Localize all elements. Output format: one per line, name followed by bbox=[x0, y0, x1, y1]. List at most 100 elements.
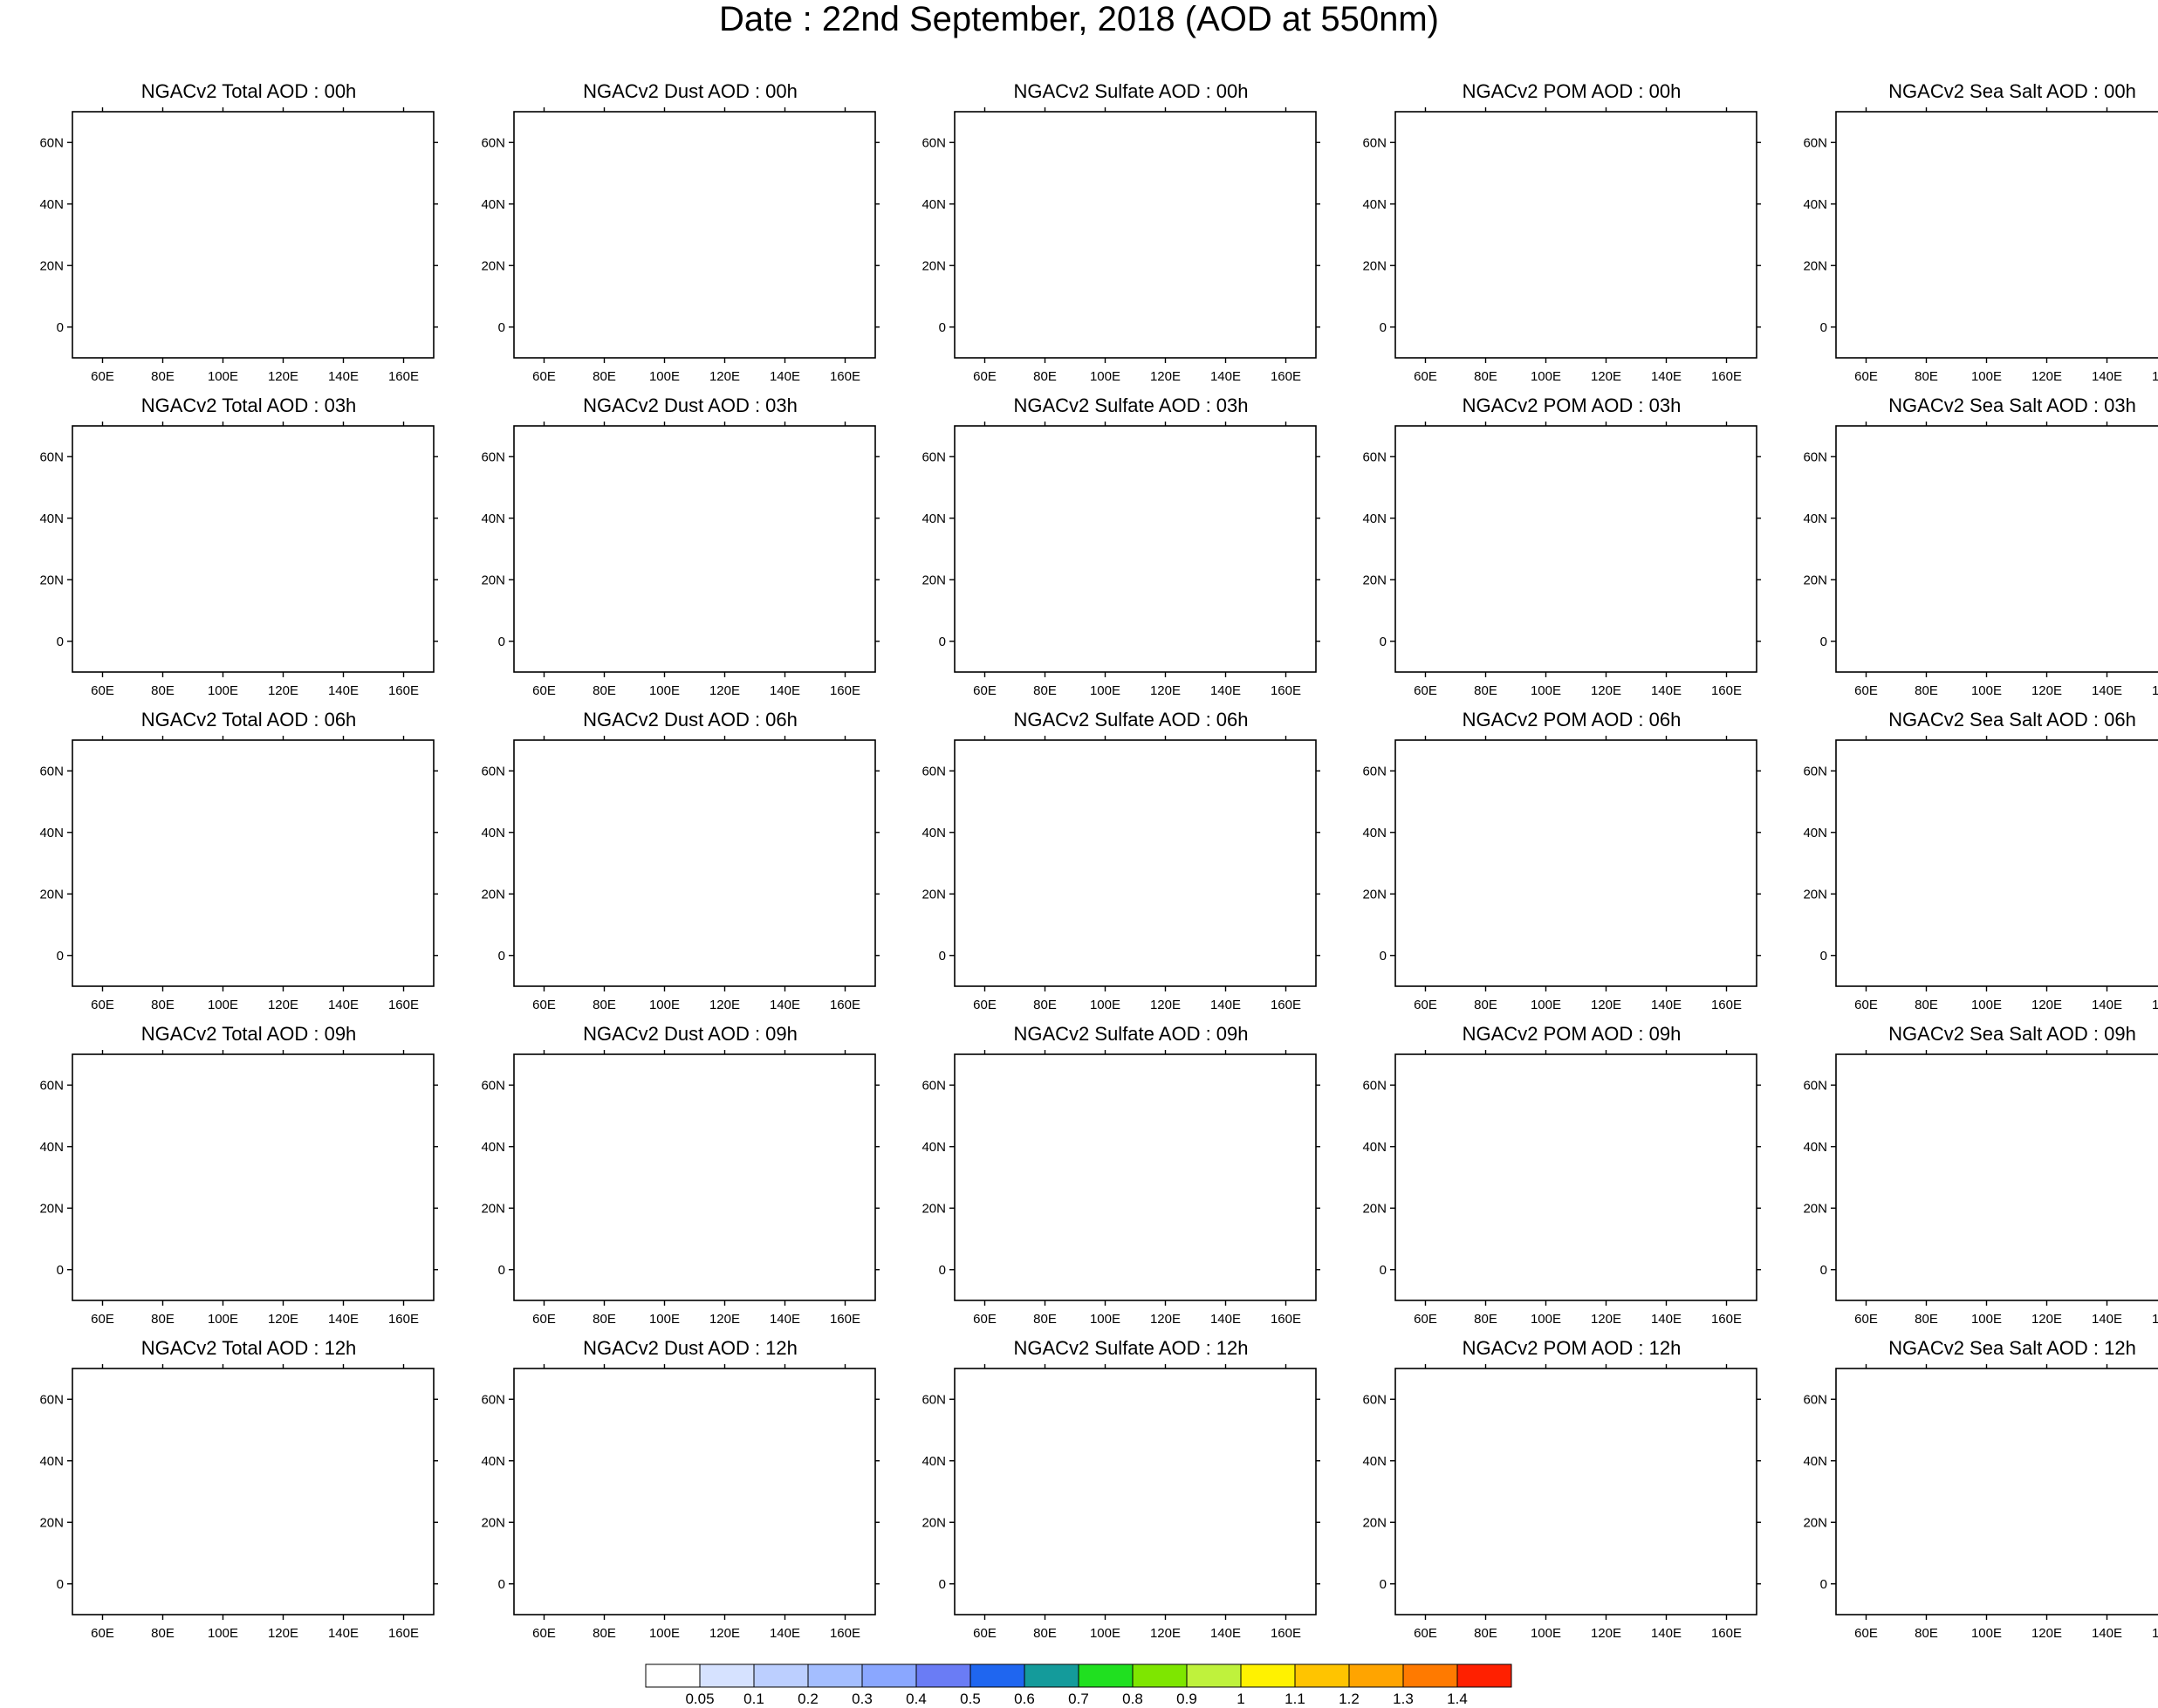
lon-tick-label: 60E bbox=[91, 683, 114, 698]
lat-tick-label: 0 bbox=[1820, 320, 1827, 335]
lat-tick-label: 0 bbox=[57, 634, 64, 649]
lat-tick-label: 60N bbox=[39, 1078, 64, 1093]
colorbar-swatch bbox=[645, 1663, 701, 1688]
lon-tick-label: 80E bbox=[593, 1626, 616, 1641]
lon-tick-label: 100E bbox=[208, 1626, 238, 1641]
colorbar-label: 0.9 bbox=[1176, 1691, 1197, 1706]
lon-tick-label: 120E bbox=[268, 369, 298, 384]
lon-tick-label: 100E bbox=[1971, 683, 2002, 698]
map-panel-seasalt-12h: NGACv2 Sea Salt AOD : 12h 60E 80E 100E 120E 1… bbox=[1794, 1335, 2158, 1650]
lat-tick-label: 60N bbox=[1803, 1392, 1827, 1407]
lon-tick-label: 100E bbox=[208, 369, 238, 384]
lon-tick-label: 80E bbox=[1474, 1626, 1497, 1641]
lon-tick-label: 80E bbox=[593, 1312, 616, 1327]
lon-tick-label: 120E bbox=[1150, 998, 1181, 1012]
lon-tick-label: 140E bbox=[1651, 1312, 1682, 1327]
lon-tick-label: 160E bbox=[388, 683, 419, 698]
lat-tick-label: 60N bbox=[1362, 135, 1387, 150]
lat-tick-label: 0 bbox=[1380, 949, 1387, 964]
lon-tick-label: 80E bbox=[151, 1312, 175, 1327]
colorbar-swatch bbox=[969, 1663, 1025, 1688]
lon-tick-label: 120E bbox=[709, 683, 740, 698]
map-panel-total-06h: NGACv2 Total AOD : 06h 60E 80E 100E 120E 140E… bbox=[31, 707, 467, 1021]
panel-title: NGACv2 POM AOD : 03h bbox=[1462, 394, 1682, 416]
lon-tick-label: 160E bbox=[830, 1626, 860, 1641]
lon-tick-label: 60E bbox=[1414, 1626, 1437, 1641]
lon-tick-label: 60E bbox=[532, 998, 556, 1012]
lat-tick-label: 60N bbox=[39, 1392, 64, 1407]
map-panel-total-09h: NGACv2 Total AOD : 09h 60E 80E 100E 120E 140E… bbox=[31, 1021, 467, 1335]
lon-tick-label: 140E bbox=[1210, 369, 1241, 384]
lat-tick-label: 40N bbox=[1803, 1454, 1827, 1469]
map-frame bbox=[513, 1053, 876, 1301]
lon-tick-label: 120E bbox=[709, 1312, 740, 1327]
map-frame bbox=[1394, 1053, 1757, 1301]
lon-tick-label: 120E bbox=[709, 369, 740, 384]
lat-tick-label: 20N bbox=[1803, 1515, 1827, 1530]
map-frame bbox=[1835, 739, 2158, 987]
panel-title: NGACv2 Dust AOD : 12h bbox=[583, 1337, 798, 1359]
colorbar-label: 1.2 bbox=[1339, 1691, 1360, 1706]
lat-tick-label: 60N bbox=[1803, 135, 1827, 150]
map-panel-pom-09h: NGACv2 POM AOD : 09h 60E 80E 100E 120E 140E 16… bbox=[1353, 1021, 1790, 1335]
lon-tick-label: 100E bbox=[649, 998, 680, 1012]
panel-title: NGACv2 Sea Salt AOD : 12h bbox=[1888, 1337, 2136, 1359]
lat-tick-label: 40N bbox=[1803, 197, 1827, 212]
lat-tick-label: 40N bbox=[481, 826, 505, 840]
lat-tick-label: 20N bbox=[921, 1515, 946, 1530]
colorbar-label: 0.1 bbox=[743, 1691, 764, 1706]
map-frame bbox=[72, 111, 435, 359]
lon-tick-label: 160E bbox=[2152, 369, 2158, 384]
lat-tick-label: 0 bbox=[939, 1263, 946, 1278]
aod-map: 60E 80E 100E 120E 140E 160E 60N 40N 20N 0 bbox=[39, 422, 438, 698]
aod-map: 60E 80E 100E 120E 140E 160E 60N 40N 20N 0 bbox=[1362, 422, 1761, 698]
map-frame bbox=[72, 425, 435, 673]
lat-tick-label: 20N bbox=[39, 1515, 64, 1530]
lat-tick-label: 40N bbox=[921, 197, 946, 212]
lon-tick-label: 80E bbox=[1474, 683, 1497, 698]
colorbar: 0.05 0.1 0.2 0.3 0.4 0.5 0.6 0.7 0.8 0.9 1 1.1 1.2 1.… bbox=[645, 1663, 1512, 1706]
lon-tick-label: 160E bbox=[2152, 1312, 2158, 1327]
lon-tick-label: 160E bbox=[1271, 998, 1301, 1012]
lon-tick-label: 120E bbox=[1591, 683, 1621, 698]
lat-tick-label: 20N bbox=[481, 1515, 505, 1530]
lat-tick-label: 20N bbox=[1803, 887, 1827, 902]
lon-tick-label: 160E bbox=[1711, 683, 1742, 698]
panel-title: NGACv2 Total AOD : 12h bbox=[140, 1337, 357, 1359]
lon-tick-label: 120E bbox=[1150, 1626, 1181, 1641]
lon-tick-label: 120E bbox=[2031, 1312, 2062, 1327]
map-panel-pom-00h: NGACv2 POM AOD : 00h 60E 80E 100E 120E 140E 16… bbox=[1353, 79, 1790, 393]
aod-map: 60E 80E 100E 120E 140E 160E 60N 40N 20N 0 bbox=[39, 1364, 438, 1641]
lon-tick-label: 100E bbox=[649, 369, 680, 384]
lat-tick-label: 40N bbox=[39, 826, 64, 840]
lon-tick-label: 160E bbox=[2152, 683, 2158, 698]
lon-tick-label: 140E bbox=[770, 998, 800, 1012]
lon-tick-label: 80E bbox=[593, 683, 616, 698]
lat-tick-label: 20N bbox=[921, 258, 946, 273]
colorbar-swatch bbox=[1348, 1663, 1404, 1688]
lat-tick-label: 60N bbox=[481, 449, 505, 464]
lat-tick-label: 0 bbox=[498, 949, 505, 964]
panel-title: NGACv2 Dust AOD : 06h bbox=[583, 709, 798, 731]
map-panel-pom-12h: NGACv2 POM AOD : 12h 60E 80E 100E 120E 140E 16… bbox=[1353, 1335, 1790, 1650]
lat-tick-label: 20N bbox=[1362, 1201, 1387, 1216]
lon-tick-label: 160E bbox=[1271, 683, 1301, 698]
panel-title: NGACv2 POM AOD : 06h bbox=[1462, 709, 1682, 731]
lat-tick-label: 0 bbox=[498, 320, 505, 335]
lat-tick-label: 20N bbox=[921, 573, 946, 587]
lon-tick-label: 120E bbox=[1591, 1626, 1621, 1641]
lon-tick-label: 120E bbox=[1591, 1312, 1621, 1327]
lon-tick-label: 160E bbox=[830, 683, 860, 698]
lat-tick-label: 0 bbox=[498, 1263, 505, 1278]
panel-title: NGACv2 Sea Salt AOD : 09h bbox=[1888, 1023, 2136, 1045]
map-frame bbox=[1835, 425, 2158, 673]
lon-tick-label: 60E bbox=[1854, 1312, 1878, 1327]
lon-tick-label: 160E bbox=[1711, 369, 1742, 384]
lon-tick-label: 80E bbox=[1033, 369, 1057, 384]
lon-tick-label: 60E bbox=[91, 998, 114, 1012]
map-panel-dust-03h: NGACv2 Dust AOD : 03h 60E 80E 100E 120E 140E 1… bbox=[472, 393, 908, 707]
aod-map: 60E 80E 100E 120E 140E 160E 60N 40N 20N 0 bbox=[1803, 422, 2158, 698]
lon-tick-label: 80E bbox=[1033, 1626, 1057, 1641]
lat-tick-label: 20N bbox=[39, 573, 64, 587]
lon-tick-label: 140E bbox=[328, 683, 359, 698]
